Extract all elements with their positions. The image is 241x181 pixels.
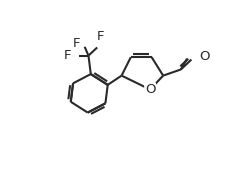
Text: F: F (63, 49, 71, 62)
Text: F: F (73, 37, 80, 50)
Text: O: O (199, 50, 210, 63)
Text: O: O (145, 83, 155, 96)
Text: F: F (96, 30, 104, 43)
